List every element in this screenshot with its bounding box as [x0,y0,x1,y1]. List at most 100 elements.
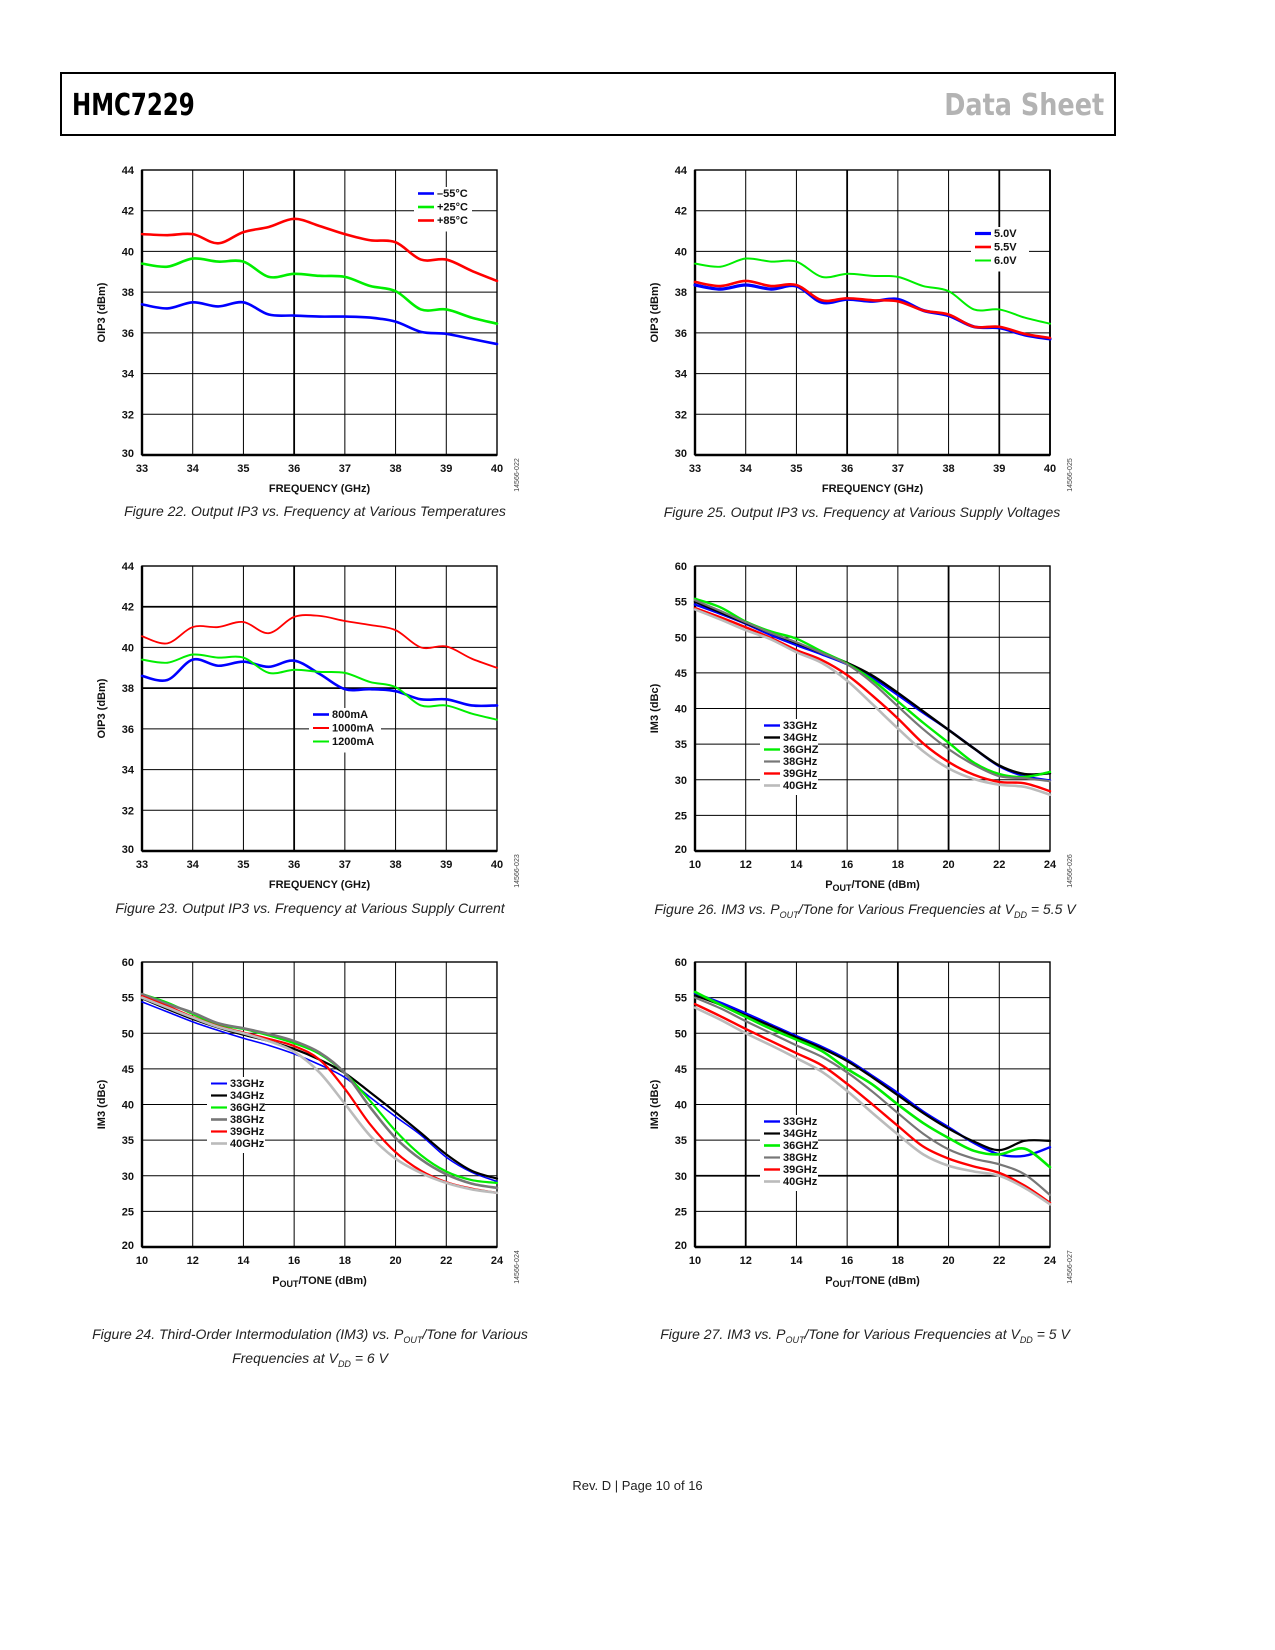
y-tick-label: 55 [122,993,134,1005]
x-tick-label: 36 [288,463,300,475]
x-tick-label: 33 [136,859,148,871]
y-tick-label: 36 [122,328,134,340]
x-tick-label: 39 [440,463,452,475]
y-tick-label: 40 [122,642,134,654]
x-tick-label: 10 [689,859,701,871]
x-tick-label: 12 [740,1255,752,1267]
x-tick-label: 39 [993,463,1005,475]
x-axis-label: FREQUENCY (GHz) [822,483,924,495]
legend: 5.0V 5.5V6.0V [971,227,1029,272]
legend-label: 800mA [332,709,368,721]
y-tick-label: 35 [675,1135,687,1147]
page-header: HMC7229 Data Sheet [60,72,1116,136]
y-tick-label: 55 [675,597,687,609]
series-line-39ghz [693,1002,1052,1205]
legend-label: 1000mA [332,723,374,735]
legend-label: 36GHZ [783,744,819,756]
figure-22-chart: 30 32 34 36 38 40 42 44 33 34 35 36 37 38 39 40 OIP3 (dB… [95,160,535,500]
x-tick-label: 18 [892,1255,904,1267]
x-tick-label: 24 [491,1255,504,1267]
x-tick-label: 36 [288,859,300,871]
y-tick-label: 42 [675,206,687,218]
fig27-svg: 20 25 30 35 40 45 50 55 60 10 12 14 16 18 20 22 24 IM3 (d… [649,957,1074,1289]
y-tick-label: 30 [122,844,134,856]
x-tick-label: 40 [491,463,503,475]
legend-label: 33GHz [783,720,818,732]
y-tick-label: 20 [675,1240,687,1252]
y-axis-label: OIP3 (dBm) [649,282,661,342]
x-tick-label: 14 [790,1255,803,1267]
x-tick-label: 37 [339,463,351,475]
x-tick-label: 38 [389,463,401,475]
legend-label: 39GHz [783,768,818,780]
legend-label: 33GHz [230,1078,265,1090]
y-tick-label: 50 [122,1028,134,1040]
x-axis-label: POUT/TONE (dBm) [272,1275,367,1289]
x-tick-label: 37 [892,463,904,475]
x-tick-label: 33 [136,463,148,475]
series-line-40ghz [693,1006,1052,1206]
series-line-1000ma [141,614,498,669]
x-tick-label: 18 [892,859,904,871]
y-tick-label: 38 [675,287,687,299]
y-tick-label: 42 [122,602,134,614]
series-line-25c [140,257,499,325]
series-line-800ma [140,657,499,708]
series-line-38ghz [140,992,499,1190]
legend-label: 38GHz [230,1114,265,1126]
x-tick-label: 40 [491,859,503,871]
x-tick-label: 16 [841,1255,853,1267]
figure-code: 14566-027 [1067,1250,1074,1284]
grid [694,169,1051,456]
figure-code: 14566-024 [514,1250,521,1284]
legend-label: –55°C [437,188,468,200]
x-tick-label: 35 [237,859,249,871]
figure-25-caption: Figure 25. Output IP3 vs. Frequency at V… [663,504,1061,520]
figure-23-caption: Figure 23. Output IP3 vs. Frequency at V… [115,900,505,916]
y-axis-label: IM3 (dBc) [649,1079,661,1129]
y-tick-label: 50 [675,1028,687,1040]
y-axis-label: IM3 (dBc) [96,1079,108,1129]
y-tick-label: 38 [122,683,134,695]
y-tick-label: 50 [675,632,687,644]
series-line-50v [693,283,1052,341]
y-tick-label: 38 [122,287,134,299]
y-tick-label: 32 [122,805,134,817]
x-tick-label: 12 [740,859,752,871]
x-tick-label: 16 [841,859,853,871]
legend-label: 36GHZ [230,1102,266,1114]
legend-label: 6.0V [994,255,1017,267]
y-tick-label: 34 [122,369,135,381]
legend-label: +85°C [437,215,468,227]
legend-label: 38GHz [783,756,818,768]
series-line-85c [140,217,499,283]
y-tick-label: 34 [675,369,688,381]
figure-22-caption: Figure 22. Output IP3 vs. Frequency at V… [124,503,506,519]
series-line-34ghz [140,997,499,1180]
fig26-svg: 20 25 30 35 40 45 50 55 60 10 12 14 16 18 20 22 24 IM3 (d… [649,561,1074,893]
x-tick-label: 38 [389,859,401,871]
series-line-40ghz [140,996,499,1195]
y-tick-label: 32 [122,409,134,421]
x-tick-label: 14 [237,1255,250,1267]
legend-background [207,1077,265,1153]
y-tick-label: 25 [122,1206,134,1218]
x-tick-label: 12 [187,1255,199,1267]
legend-label: 40GHz [230,1138,265,1150]
series-line-38ghz [693,996,1052,1197]
legend-background [760,1115,818,1191]
x-tick-label: 38 [942,463,954,475]
x-tick-label: 35 [237,463,249,475]
legend-label: 39GHz [230,1126,265,1138]
y-tick-label: 25 [675,810,687,822]
y-tick-label: 40 [675,1100,687,1112]
y-tick-label: 44 [122,561,135,573]
x-tick-label: 33 [689,463,701,475]
y-tick-label: 42 [122,206,134,218]
legend-label: 1200mA [332,736,374,748]
y-axis-label: IM3 (dBc) [649,683,661,733]
y-tick-label: 36 [675,328,687,340]
